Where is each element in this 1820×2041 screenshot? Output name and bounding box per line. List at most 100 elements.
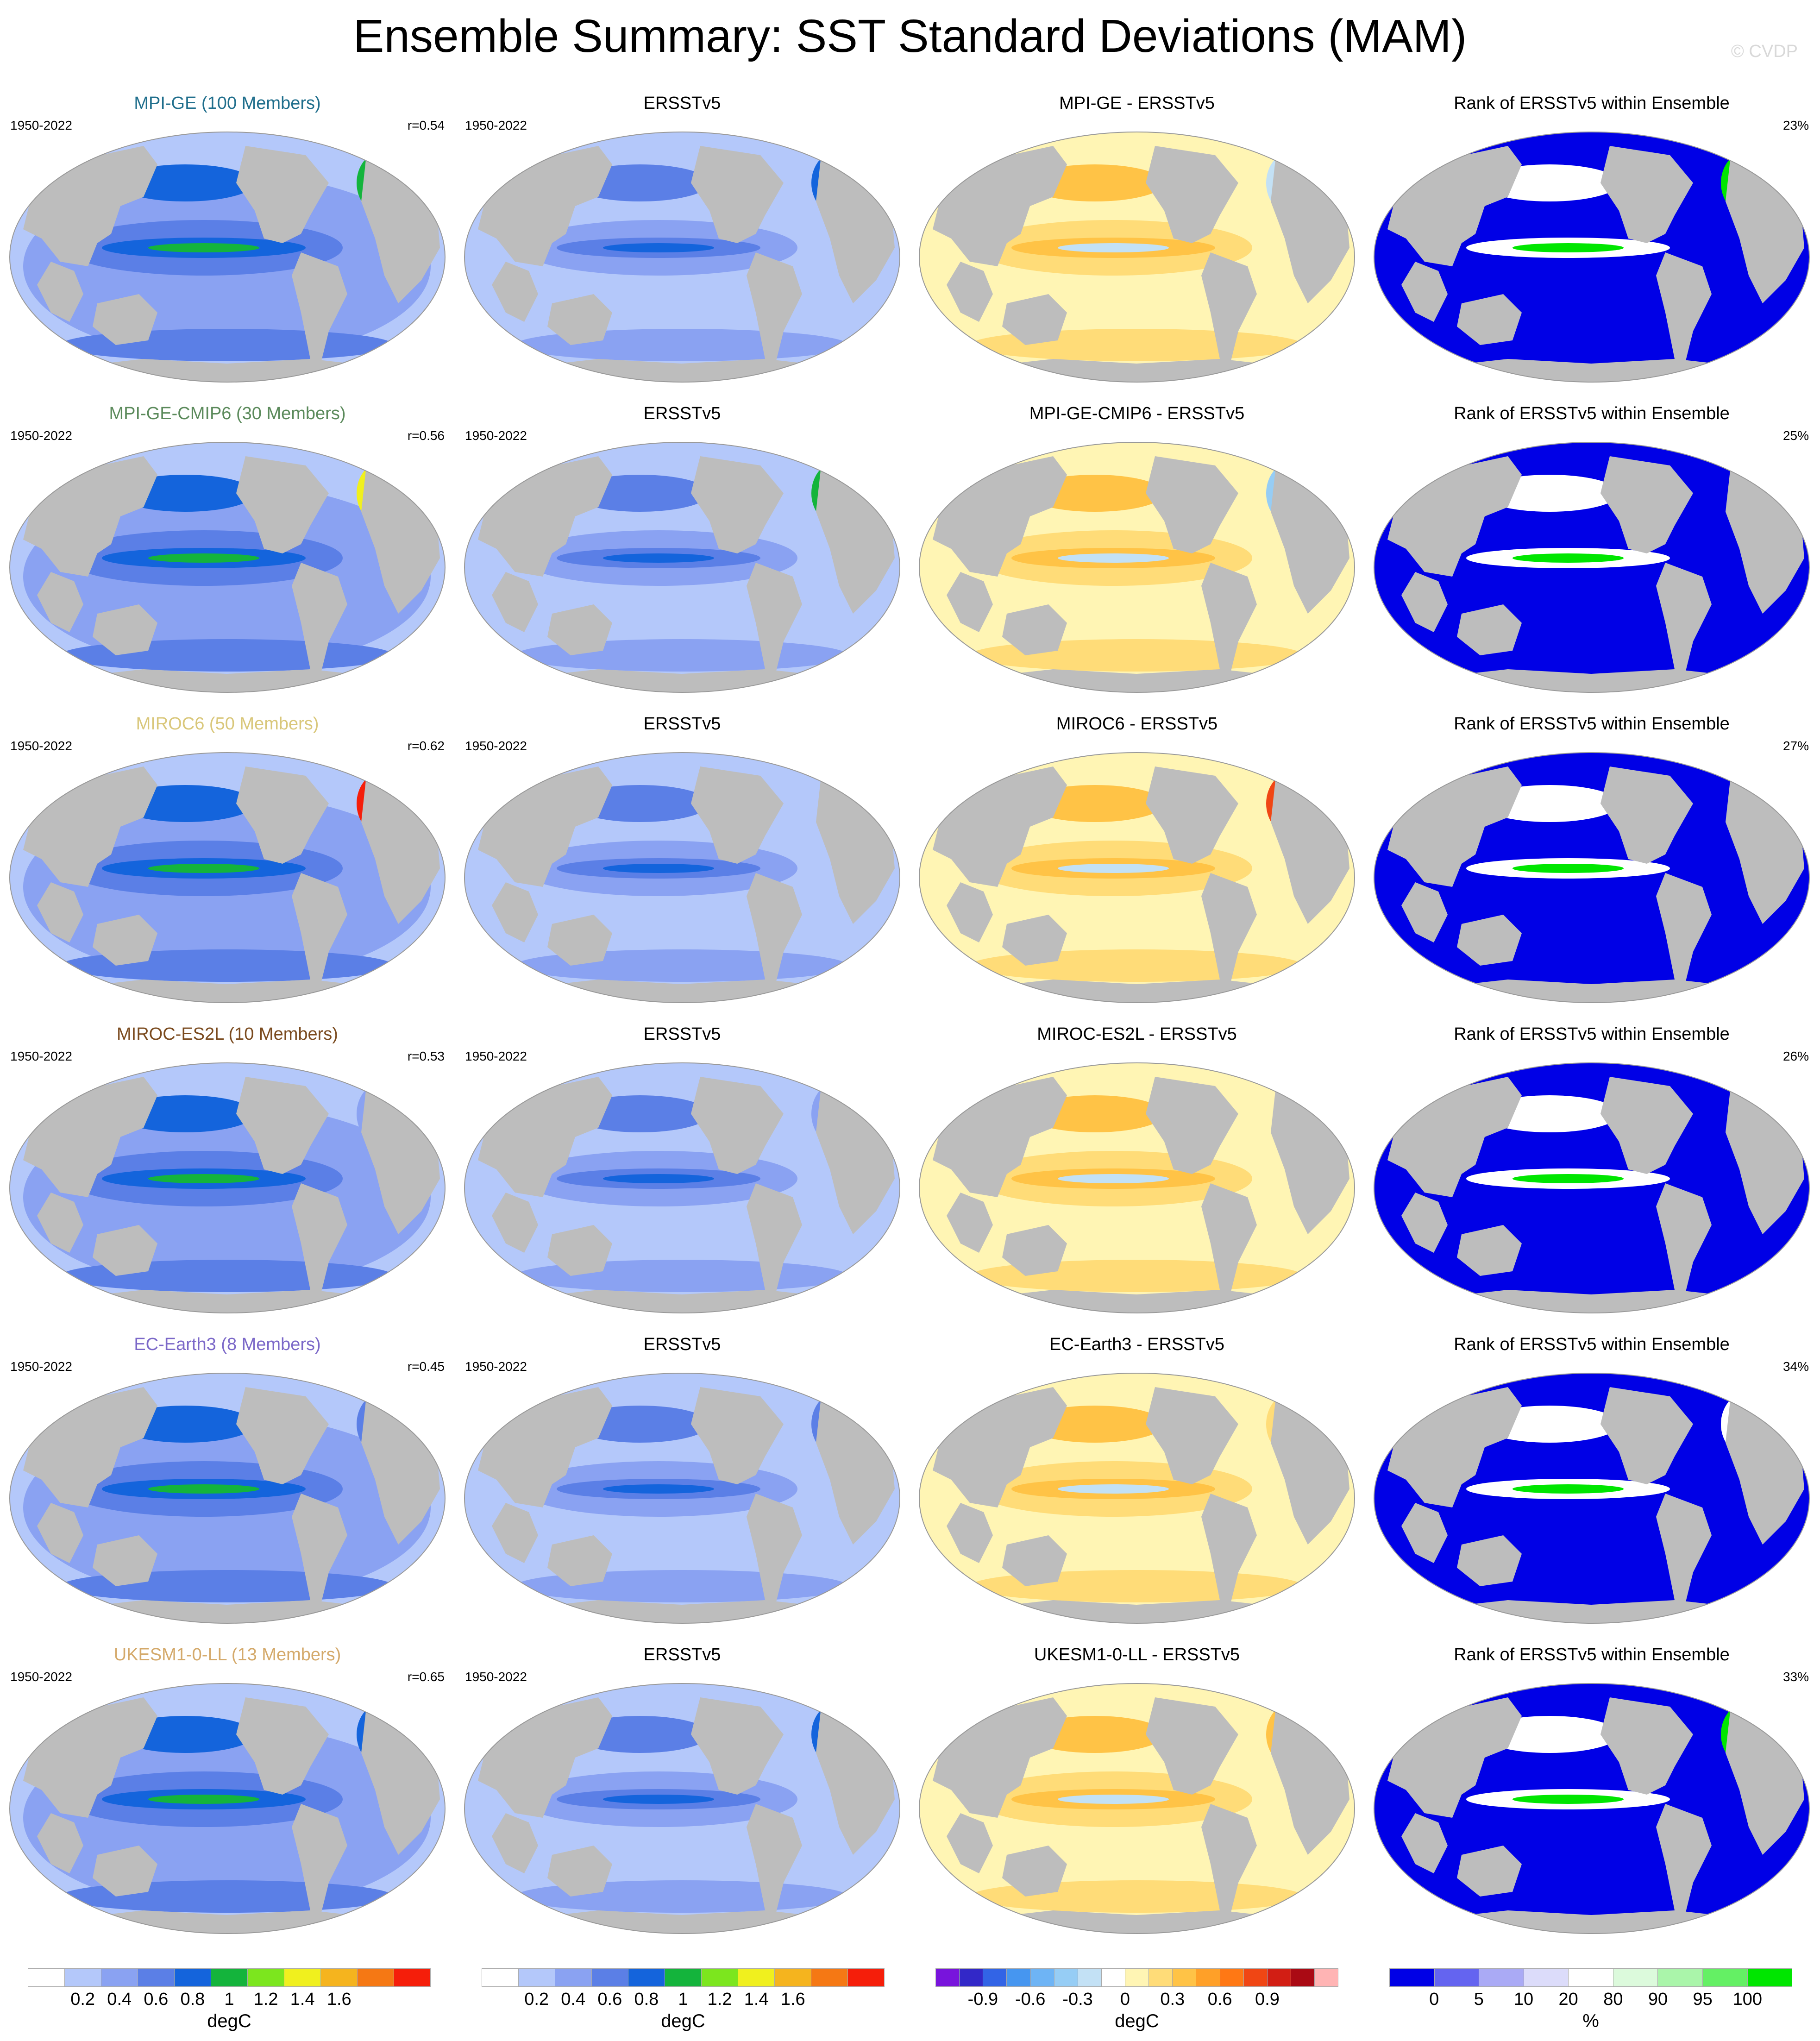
rank-percent-label: 33% [1782, 1670, 1809, 1684]
panel-title: Rank of ERSSTv5 within Ensemble [1454, 404, 1730, 423]
panel-title: MPI-GE-CMIP6 (30 Members) [109, 404, 346, 423]
colorbar-tick-label: 0.3 [1160, 1990, 1185, 2009]
colorbar-swatch [591, 1968, 628, 1987]
panel-rank-row-2: Rank of ERSSTv5 within Ensemble 25% [1364, 403, 1819, 713]
colorbar-swatch [1172, 1968, 1196, 1987]
world-map-model [5, 438, 450, 697]
colorbar-swatch [1290, 1968, 1314, 1987]
panel-obs-row-1: ERSSTv5 1950-2022 [455, 93, 910, 403]
colorbar-swatch [1148, 1968, 1173, 1987]
period-label: 1950-2022 [10, 428, 72, 443]
panel-title: UKESM1-0-LL (13 Members) [113, 1645, 341, 1664]
pattern-correlation-label: r=0.53 [407, 1049, 445, 1063]
colorbar-swatch [665, 1968, 701, 1987]
world-map-diff [914, 1679, 1360, 1938]
colorbar-cells [28, 1968, 431, 1987]
colorbar-swatch [1030, 1968, 1054, 1987]
world-map-rank [1369, 438, 1814, 697]
colorbar-cells [935, 1968, 1339, 1987]
colorbar-model-stddev: 0.2 0.4 0.6 0.8 1 1.2 1.4 1.6 degC [28, 1968, 431, 2033]
panel-title: EC-Earth3 - ERSSTv5 [1049, 1335, 1224, 1354]
cvdp-watermark: © CVDP [1731, 42, 1798, 61]
colorbar-swatch [64, 1968, 101, 1987]
colorbar-unit-label: degC [661, 2011, 705, 2031]
colorbar-tick-label: -0.3 [1062, 1990, 1093, 2009]
panel-rank-row-1: Rank of ERSSTv5 within Ensemble 23% [1364, 93, 1819, 403]
colorbar-swatch [1389, 1968, 1434, 1987]
colorbar-swatch [1702, 1968, 1747, 1987]
colorbar-swatch [1219, 1968, 1243, 1987]
colorbar-tick-label: 1.2 [253, 1990, 278, 2009]
colorbar-swatch [394, 1968, 431, 1987]
rank-percent-label: 23% [1782, 118, 1809, 132]
world-map-obs [459, 1369, 905, 1628]
colorbar-obs-stddev: 0.2 0.4 0.6 0.8 1 1.2 1.4 1.6 degC [482, 1968, 885, 2033]
panel-diff-row-2: MPI-GE-CMIP6 - ERSSTv5 [910, 403, 1364, 713]
colorbar-swatch [1434, 1968, 1479, 1987]
colorbar-swatch [174, 1968, 211, 1987]
panel-title: Rank of ERSSTv5 within Ensemble [1454, 94, 1730, 113]
world-map-rank [1369, 127, 1814, 387]
panel-title: ERSSTv5 [643, 714, 721, 734]
colorbar-swatch [1243, 1968, 1267, 1987]
panel-title: UKESM1-0-LL - ERSSTv5 [1034, 1645, 1240, 1664]
colorbar-tick-label: 1.4 [290, 1990, 315, 2009]
colorbar-tick-label: 1.2 [707, 1990, 732, 2009]
colorbar-tick-label: 0.2 [70, 1990, 95, 2009]
world-map-diff [914, 1369, 1360, 1628]
pattern-correlation-label: r=0.45 [407, 1359, 445, 1374]
figure-title: Ensemble Summary: SST Standard Deviation… [353, 10, 1467, 62]
world-map-model [5, 1058, 450, 1318]
panel-title: Rank of ERSSTv5 within Ensemble [1454, 1335, 1730, 1354]
colorbar-swatch [1747, 1968, 1793, 1987]
world-map-obs [459, 1679, 905, 1938]
panel-rank-row-3: Rank of ERSSTv5 within Ensemble 27% [1364, 713, 1819, 1024]
colorbar-tick-label: 0.2 [524, 1990, 549, 2009]
world-map-model [5, 127, 450, 387]
colorbar-tick-label: 0.4 [107, 1990, 132, 2009]
rank-percent-label: 34% [1782, 1359, 1809, 1374]
rank-percent-label: 25% [1782, 428, 1809, 443]
colorbar-tick-label: 1.6 [326, 1990, 351, 2009]
colorbar-swatch [1314, 1968, 1339, 1987]
colorbar-cells [1389, 1968, 1793, 1987]
colorbar-tick-label: 1.4 [744, 1990, 769, 2009]
colorbar-swatch [935, 1968, 960, 1987]
colorbar-tick-label: 0.6 [1207, 1990, 1232, 2009]
world-map-diff [914, 748, 1360, 1007]
period-label: 1950-2022 [10, 1049, 72, 1063]
colorbar-tick-label: 0 [1429, 1990, 1439, 2009]
panel-model-row-2: MPI-GE-CMIP6 (30 Members) 1950-2022 r=0.56 [0, 403, 455, 713]
colorbar-unit-label: degC [207, 2011, 251, 2031]
colorbar-swatch [738, 1968, 774, 1987]
world-map-diff [914, 1058, 1360, 1318]
colorbar-swatch [247, 1968, 284, 1987]
panel-title: MIROC-ES2L (10 Members) [117, 1024, 338, 1044]
colorbar-tick-label: 1 [224, 1990, 234, 2009]
period-label: 1950-2022 [10, 118, 72, 132]
panel-title: MIROC6 (50 Members) [136, 714, 319, 734]
world-map-model [5, 748, 450, 1007]
period-label: 1950-2022 [465, 428, 527, 443]
colorbar-tick-label: 80 [1603, 1990, 1623, 2009]
world-map-model [5, 1369, 450, 1628]
world-map-diff [914, 438, 1360, 697]
colorbar-cells [482, 1968, 885, 1987]
colorbar-swatch [701, 1968, 738, 1987]
colorbar-swatch [1657, 1968, 1702, 1987]
world-map-obs [459, 1058, 905, 1318]
panel-title: MPI-GE-CMIP6 - ERSSTv5 [1029, 404, 1245, 423]
colorbar-tick-label: -0.9 [967, 1990, 998, 2009]
world-map-diff [914, 127, 1360, 387]
panel-title: MPI-GE (100 Members) [134, 94, 321, 113]
panel-title: ERSSTv5 [643, 1645, 721, 1664]
panel-model-row-4: MIROC-ES2L (10 Members) 1950-2022 r=0.53 [0, 1024, 455, 1334]
panel-obs-row-5: ERSSTv5 1950-2022 [455, 1334, 910, 1644]
colorbar-swatch [357, 1968, 394, 1987]
colorbar-swatch [847, 1968, 885, 1987]
pattern-correlation-label: r=0.65 [407, 1670, 445, 1684]
panel-model-row-6: UKESM1-0-LL (13 Members) 1950-2022 r=0.65 [0, 1644, 455, 1954]
colorbar-tick-label: 5 [1474, 1990, 1484, 2009]
panel-title: ERSSTv5 [643, 1024, 721, 1044]
colorbar-tick-label: 0.4 [561, 1990, 586, 2009]
